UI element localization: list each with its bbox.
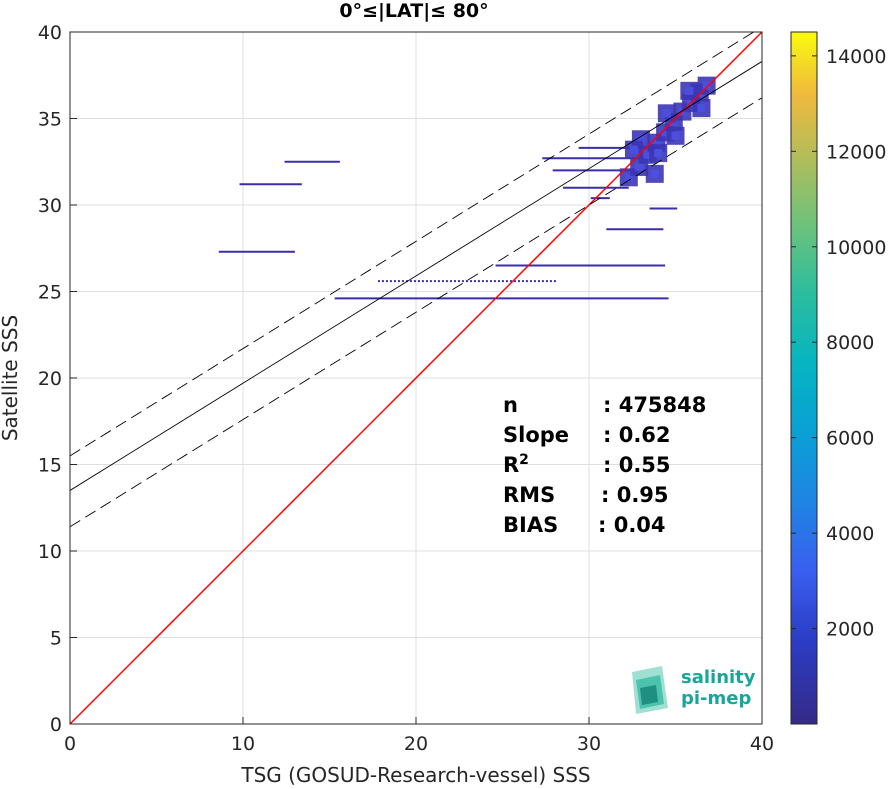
stat-label: BIAS (503, 513, 558, 537)
density-cell-core (629, 145, 638, 154)
y-tick-label: 0 (50, 714, 62, 736)
density-cell-core (685, 86, 694, 95)
y-tick-label: 5 (50, 628, 62, 650)
fit_lower-line (70, 97, 762, 528)
density-cell-core (636, 135, 645, 144)
density-cell-core (643, 150, 652, 159)
density-cell-core (662, 109, 671, 118)
colorbar-ticks: 2000 4000 6000 8000 10000 12000 14000 (791, 46, 886, 641)
stat-value: : 0.95 (601, 483, 669, 507)
stat-value: : 0.62 (603, 423, 671, 447)
x-axis-label: TSG (GOSUD-Research-vessel) SSS (240, 763, 590, 787)
fit-line (70, 61, 762, 491)
density-cell-core (650, 169, 659, 178)
colorbar-tick-label: 10000 (826, 237, 886, 259)
regression-lines (70, 32, 762, 724)
x-axis-ticks: 0 10 20 30 40 (64, 717, 774, 755)
density-cell-core (671, 131, 680, 140)
y-tick-label: 25 (38, 282, 62, 304)
stat-label: RMS (503, 483, 555, 507)
colorbar-tick-label: 8000 (826, 332, 874, 354)
stat-label: Slope (503, 423, 569, 447)
density-cell-core (652, 138, 661, 147)
salinity-pi-mep-logo: salinity pi-mep (632, 666, 756, 714)
y-axis-label: Satellite SSS (0, 315, 22, 441)
x-tick-label: 0 (64, 733, 76, 755)
density-cell-core (624, 173, 633, 182)
colorbar (790, 31, 818, 725)
wave-icon (632, 666, 668, 714)
x-tick-label: 40 (750, 733, 774, 755)
density-cell-core (654, 149, 663, 158)
density-cell-core (635, 162, 644, 171)
y-tick-label: 15 (38, 455, 62, 477)
y-tick-label: 40 (38, 22, 62, 44)
density-cell-core (702, 81, 711, 90)
stat-label: n (503, 393, 518, 417)
y-tick-label: 10 (38, 541, 62, 563)
stat-value: : 0.55 (603, 453, 671, 477)
x-tick-label: 20 (404, 733, 428, 755)
stat-value: : 0.04 (598, 513, 666, 537)
y-axis-ticks: 0 5 10 15 20 25 30 35 40 (38, 22, 77, 736)
colorbar-tick-label: 2000 (826, 619, 874, 641)
identity-line (70, 32, 762, 724)
colorbar-tick-label: 4000 (826, 523, 874, 545)
chart-title: 0°≤|LAT|≤ 80° (339, 0, 488, 22)
stat-value: : 475848 (603, 393, 706, 417)
y-tick-label: 30 (38, 195, 62, 217)
y-tick-label: 35 (38, 109, 62, 131)
density-cell-core (697, 104, 706, 113)
logo-text-salinity: salinity (681, 667, 756, 688)
colorbar-tick-label: 12000 (826, 141, 886, 163)
plot-frame (69, 31, 763, 725)
logo-text-pi-mep: pi-mep (681, 688, 751, 709)
colorbar-tick-label: 14000 (826, 46, 886, 68)
x-tick-label: 30 (577, 733, 601, 755)
density-cell-core (661, 128, 670, 137)
colorbar-tick-label: 6000 (826, 428, 874, 450)
y-tick-label: 20 (38, 368, 62, 390)
fit_upper-line (70, 32, 755, 457)
x-tick-label: 10 (231, 733, 255, 755)
